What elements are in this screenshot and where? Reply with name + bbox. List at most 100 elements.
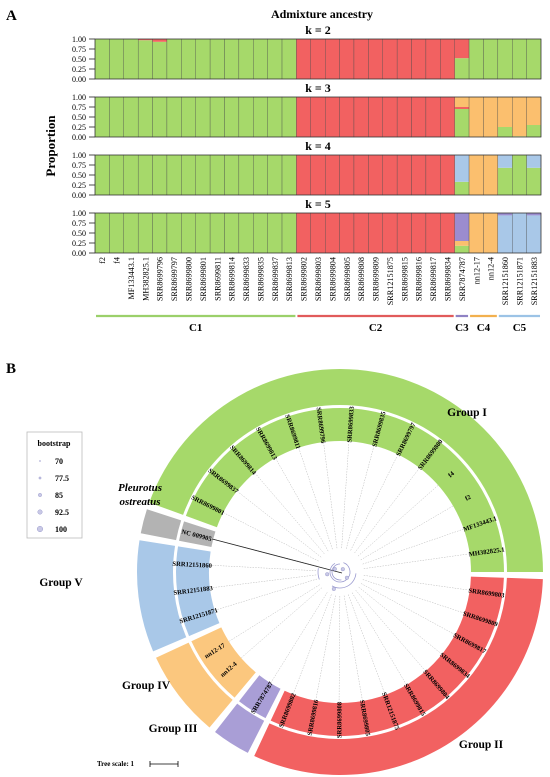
leaf-branch [275, 457, 329, 552]
panel-a-label: A [6, 8, 17, 24]
bar-segment [152, 39, 167, 42]
structure-plot-k4: k = 4 1.000.750.500.250.00 [72, 139, 542, 200]
leaf-label: SRR8699808 [336, 701, 343, 738]
bar-segment [195, 155, 211, 195]
bar-segment [95, 39, 110, 79]
legend-box [26, 431, 83, 539]
leaf-branch [354, 467, 420, 554]
bar-segment [454, 213, 470, 241]
y-axis-label: Proportion [43, 115, 58, 177]
leaf-label: MH382825.1 [468, 546, 505, 558]
leaf-branch [363, 553, 470, 569]
bar-segment [224, 39, 239, 79]
group-outer-ring [156, 642, 233, 728]
y-tick-label: 1.00 [72, 209, 86, 218]
bar-segment [454, 97, 470, 107]
sample-label: SRR8699815 [400, 257, 409, 301]
bar-segment [411, 97, 426, 137]
y-tick-label: 0.00 [72, 249, 86, 258]
bar-segment [152, 97, 167, 137]
bar-segment [123, 155, 139, 195]
bar-segment [95, 155, 110, 195]
bar-segment [497, 127, 513, 137]
y-tick-label: 0.25 [72, 123, 86, 132]
legend-item-label: 70 [55, 457, 63, 466]
plot-title: k = 5 [305, 197, 331, 211]
bar-segment [181, 213, 196, 253]
structure-plot-k3: k = 3 1.000.750.500.250.00 [72, 81, 542, 142]
bar-segment [425, 97, 441, 137]
internal-branch [317, 568, 320, 580]
bar-segment [425, 155, 441, 195]
leaf-branch [346, 445, 375, 549]
bar-segment [152, 155, 167, 195]
y-tick-label: 0.00 [72, 191, 86, 200]
legend-item-label: 77.5 [55, 474, 69, 483]
internal-branch [331, 563, 342, 581]
leaf-branch [228, 584, 320, 642]
bar-segment [483, 155, 498, 195]
bar-segment [526, 167, 541, 195]
leaf-branch [315, 595, 336, 701]
bar-segment [469, 39, 484, 79]
sample-label: SRR8699809 [372, 257, 381, 301]
sample-label: SRR12151871 [515, 257, 524, 305]
leaf-branch [358, 586, 443, 655]
outgroup-label-line1: Pleurotus [118, 482, 162, 494]
cluster-label: C2 [369, 322, 383, 334]
bar-segment [353, 97, 369, 137]
bar-segment [382, 39, 398, 79]
bar-segment [138, 213, 153, 253]
bar-segment [325, 97, 340, 137]
y-tick-label: 0.50 [72, 113, 86, 122]
bar-segment [253, 213, 268, 253]
bar-segment [440, 213, 455, 253]
sample-label: SRR8699805 [343, 257, 352, 301]
bar-segment [397, 155, 412, 195]
plot-frame [94, 96, 542, 138]
structure-plot-k5: k = 5 1.000.750.500.250.00 [72, 197, 542, 258]
bar-segment [310, 213, 326, 253]
bar-segment [310, 39, 326, 79]
leaf-branch [236, 490, 322, 558]
bar-segment [512, 39, 527, 79]
bar-segment [497, 215, 513, 253]
bar-segment [425, 39, 441, 79]
leaf-branch [360, 505, 454, 561]
sample-label: MF133443.1 [127, 257, 136, 300]
bar-segment [497, 97, 513, 127]
y-tick-label: 0.25 [72, 65, 86, 74]
bar-segment [454, 181, 470, 195]
sample-label: SRR7874787 [458, 257, 467, 301]
bar-segment [454, 107, 470, 109]
bar-segment [238, 97, 254, 137]
sample-label: SRR8699803 [314, 257, 323, 301]
sample-label: SRR8699796 [156, 257, 165, 301]
leaf-label: f4 [447, 470, 456, 479]
bar-segment [166, 97, 182, 137]
sample-label: SRR12151860 [501, 257, 510, 305]
group-inner-ring [239, 675, 281, 719]
structure-plot-k2: k = 2 1.000.750.500.250.00 [72, 23, 542, 84]
bar-segment [411, 39, 426, 79]
bar-segment [267, 97, 283, 137]
bar-segment [181, 97, 196, 137]
bar-segment [109, 155, 124, 195]
panel-a-title: Admixture ancestry [271, 7, 373, 21]
bar-segment [253, 97, 268, 137]
bar-segment [483, 213, 498, 253]
bar-segment [253, 155, 268, 195]
leaf-label: SRR8699796 [315, 407, 327, 445]
y-tick-label: 0.75 [72, 45, 86, 54]
bar-segment [195, 39, 211, 79]
bar-segment [138, 97, 153, 137]
y-tick-label: 1.00 [72, 93, 86, 102]
bar-segment [166, 155, 182, 195]
bar-segment [526, 39, 541, 79]
bar-segment [296, 155, 311, 195]
group-inner-ring [179, 521, 216, 548]
y-tick-label: 0.50 [72, 171, 86, 180]
bar-segment [526, 125, 541, 137]
bar-segment [454, 155, 470, 182]
y-tick-label: 0.50 [72, 229, 86, 238]
